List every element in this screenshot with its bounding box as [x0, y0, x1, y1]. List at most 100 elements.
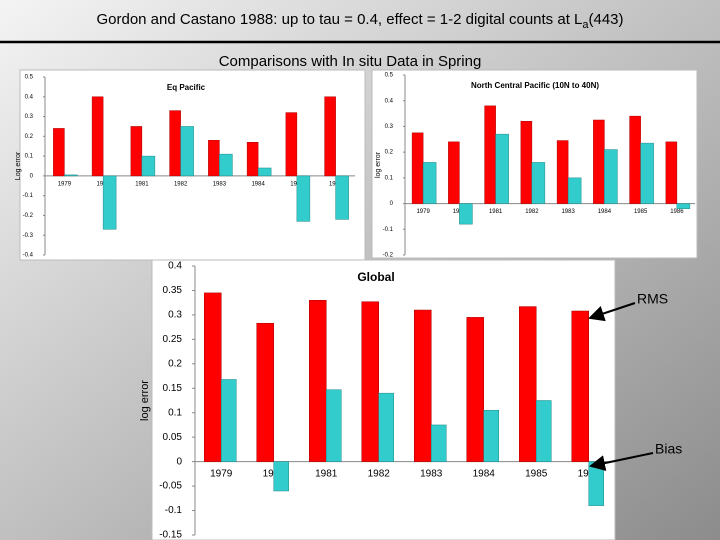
bar: [448, 141, 460, 204]
slide-title: Gordon and Castano 1988: up to tau = 0.4…: [96, 11, 623, 31]
subtitle: Comparisons with In situ Data in Spring: [219, 53, 482, 70]
bar: [361, 301, 379, 462]
y-tick-label: 0.4: [168, 261, 182, 272]
y-tick-label: 0.2: [25, 134, 34, 140]
bar: [604, 149, 618, 204]
x-tick-label: 1986: [670, 209, 684, 215]
y-tick-label: 0.2: [168, 358, 182, 369]
bar: [676, 203, 691, 209]
bar: [422, 162, 437, 204]
y-tick-label: 0: [390, 201, 394, 207]
y-tick-label: 0.4: [25, 94, 34, 100]
bar: [141, 155, 156, 177]
y-tick-label: -0.1: [383, 227, 394, 233]
bar: [519, 306, 537, 462]
y-tick-label: 0.5: [25, 75, 34, 81]
bar: [208, 140, 220, 177]
bar: [431, 424, 447, 462]
bar: [536, 400, 552, 462]
x-tick-label: 1983: [213, 181, 227, 187]
bar: [571, 310, 589, 462]
bar: [640, 142, 654, 204]
chart-title: Eq Pacific: [167, 83, 206, 92]
y-tick-label: -0.2: [23, 213, 34, 219]
bar: [520, 121, 533, 204]
y-tick-label: 0.3: [168, 310, 182, 321]
x-tick-label: 1984: [251, 181, 265, 187]
x-tick-label: 1979: [58, 181, 72, 187]
x-tick-label: 1985: [634, 209, 648, 215]
y-tick-label: 0.1: [168, 407, 182, 418]
bar: [326, 389, 342, 462]
y-tick-label: 0.15: [163, 383, 183, 394]
annotation-arrow: [589, 452, 654, 471]
bar: [567, 177, 582, 204]
annotation-arrow: [588, 302, 636, 322]
bar: [629, 115, 641, 204]
bar: [53, 128, 65, 177]
y-tick-label: 0.4: [385, 98, 394, 104]
bar: [309, 299, 327, 462]
y-tick-label: -0.1: [165, 505, 183, 516]
bar: [335, 175, 349, 220]
bar: [588, 461, 604, 506]
bar: [219, 153, 233, 177]
x-tick-label: 1981: [315, 468, 338, 479]
x-tick-label: 1981: [489, 209, 503, 215]
bar: [64, 174, 78, 177]
bar: [102, 175, 117, 230]
y-tick-label: -0.2: [383, 253, 394, 259]
bar: [466, 317, 484, 462]
annotation: Bias: [655, 441, 682, 457]
bar: [414, 309, 432, 462]
bar: [285, 112, 298, 177]
y-axis-label: Log error: [15, 151, 22, 180]
bar: [257, 167, 272, 177]
bar: [246, 142, 259, 177]
x-tick-label: 1984: [598, 209, 612, 215]
x-tick-label: 1982: [174, 181, 188, 187]
y-tick-label: -0.4: [23, 253, 34, 259]
bar: [459, 203, 473, 225]
y-tick-label: 0: [30, 173, 34, 179]
bar: [180, 126, 194, 177]
bar: [665, 141, 678, 204]
y-tick-label: 0.5: [385, 73, 394, 79]
bar: [256, 322, 274, 462]
bar: [483, 410, 499, 462]
bar: [324, 96, 336, 177]
annotation: RMS: [637, 291, 668, 307]
y-axis-label: log error: [375, 151, 382, 178]
chart-title: North Central Pacific (10N to 40N): [471, 81, 599, 90]
x-tick-label: 1984: [473, 468, 496, 479]
x-tick-label: 1983: [420, 468, 443, 479]
y-tick-label: 0.3: [385, 124, 394, 130]
y-tick-label: 0.35: [163, 285, 183, 296]
bar: [593, 119, 605, 204]
y-tick-label: 0.3: [25, 114, 34, 120]
bar: [204, 292, 222, 462]
y-tick-label: 0.05: [163, 432, 183, 443]
bar: [273, 461, 289, 492]
x-tick-label: 1983: [561, 209, 575, 215]
y-tick-label: 0.25: [163, 334, 183, 345]
bar: [91, 96, 104, 177]
bar: [130, 126, 143, 177]
y-tick-label: 0.1: [25, 154, 34, 160]
bar: [495, 133, 509, 204]
y-tick-label: -0.3: [23, 233, 34, 239]
x-tick-label: 1981: [135, 181, 149, 187]
x-tick-label: 1982: [525, 209, 539, 215]
y-tick-label: -0.15: [159, 530, 182, 540]
bar: [411, 132, 424, 204]
y-tick-label: 0: [176, 456, 182, 467]
x-tick-label: 1982: [368, 468, 391, 479]
bar: [169, 110, 181, 177]
bar: [296, 175, 311, 222]
x-tick-label: 1979: [210, 468, 233, 479]
y-tick-label: 0.1: [385, 175, 394, 181]
y-axis-label: log error: [139, 380, 151, 421]
x-tick-label: 1979: [416, 209, 430, 215]
y-tick-label: 0.2: [385, 150, 394, 156]
